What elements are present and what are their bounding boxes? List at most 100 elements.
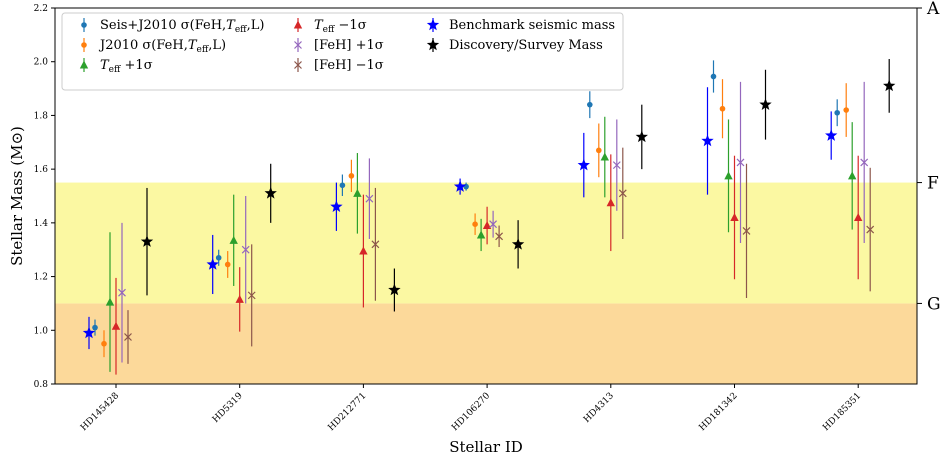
point-benchmark-seismic-mass xyxy=(577,158,590,171)
legend-label: Discovery/Survey Mass xyxy=(449,38,603,53)
point-j2010-feh-t-eff-l xyxy=(719,105,726,112)
point-t-eff-1 xyxy=(359,246,368,255)
legend: Seis+J2010 σ(FeH,Teff,L) J2010 σ(FeH,Teff… xyxy=(61,12,624,91)
plot-frame xyxy=(54,7,918,385)
point-benchmark-seismic-mass xyxy=(82,326,96,339)
point-j2010-feh-t-eff-l xyxy=(224,261,231,268)
legend-label: Teff −1σ xyxy=(314,18,367,35)
point-discovery-survey-mass xyxy=(759,98,772,110)
point-discovery-survey-mass xyxy=(388,283,401,296)
point-feh-1 xyxy=(612,161,621,170)
band-f xyxy=(55,182,917,304)
legend-box xyxy=(61,12,624,91)
y-tick-label: 1.8 xyxy=(34,111,49,121)
point-benchmark-seismic-mass xyxy=(330,200,343,212)
point-benchmark-seismic-mass xyxy=(825,129,838,141)
point-j2010-feh-t-eff-l xyxy=(348,173,355,179)
y-tick-label: 1.0 xyxy=(34,326,49,336)
legend-marker xyxy=(294,41,302,49)
point-t-eff-1 xyxy=(730,212,739,221)
legend-marker xyxy=(426,18,440,31)
point-benchmark-seismic-mass xyxy=(206,257,219,270)
point-t-eff-1 xyxy=(482,221,492,230)
legend-marker xyxy=(294,61,302,69)
secondary-tick-label: F xyxy=(927,174,939,194)
point-seis-j2010-feh-t-eff-l xyxy=(92,324,98,331)
point-seis-j2010-feh-t-eff-l xyxy=(587,101,593,108)
legend-label: Teff +1σ xyxy=(100,58,153,75)
point-benchmark-seismic-mass xyxy=(453,180,467,192)
point-feh-1 xyxy=(371,240,380,249)
point-feh-1 xyxy=(618,189,627,198)
point-t-eff-1 xyxy=(105,297,115,306)
point-t-eff-1 xyxy=(235,294,244,303)
band-g xyxy=(55,303,917,384)
legend-label: Seis+J2010 σ(FeH,Teff,L) xyxy=(100,18,264,35)
point-feh-1 xyxy=(247,291,256,300)
x-tick-label: HD145428 xyxy=(79,391,121,433)
y-tick-label: 2.2 xyxy=(34,4,48,14)
point-feh-1 xyxy=(489,220,498,229)
legend-label: J2010 σ(FeH,Teff,L) xyxy=(98,38,226,55)
y-axis: 0.8 1.0 1.2 1.4 1.6 1.8 2.0 2.2 xyxy=(34,4,55,390)
x-tick-label: HD185351 xyxy=(821,391,863,433)
point-discovery-survey-mass xyxy=(635,130,648,143)
point-t-eff-1 xyxy=(854,212,863,221)
point-seis-j2010-feh-t-eff-l xyxy=(339,182,346,189)
y-tick-label: 1.4 xyxy=(34,219,49,229)
spectral-bands xyxy=(55,182,917,384)
legend-label: [FeH] −1σ xyxy=(314,58,384,73)
point-feh-1 xyxy=(118,288,126,297)
point-feh-1 xyxy=(365,194,374,203)
point-feh-1 xyxy=(124,333,132,341)
secondary-tick-label: A xyxy=(926,0,940,19)
legend-label: Benchmark seismic mass xyxy=(449,18,615,33)
legend-marker xyxy=(79,60,89,69)
point-feh-1 xyxy=(866,225,875,234)
x-axis-label: Stellar ID xyxy=(449,438,523,456)
x-tick-label: HD212771 xyxy=(327,391,369,433)
data-marks xyxy=(82,59,896,375)
y-tick-label: 2.0 xyxy=(34,58,49,68)
point-seis-j2010-feh-t-eff-l xyxy=(710,73,717,80)
x-axis: HD145428 HD5319 HD212771 HD106270 HD4313 HD18… xyxy=(79,384,863,433)
point-t-eff-1 xyxy=(353,188,362,197)
y-axis-label: Stellar Mass (M⊙) xyxy=(8,126,26,266)
point-j2010-feh-t-eff-l xyxy=(101,340,107,347)
point-feh-1 xyxy=(495,232,504,241)
point-discovery-survey-mass xyxy=(883,79,896,92)
legend-marker xyxy=(426,38,440,51)
point-t-eff-1 xyxy=(476,230,486,239)
point-feh-1 xyxy=(860,158,869,167)
secondary-axis: A F G xyxy=(917,0,941,314)
point-t-eff-1 xyxy=(229,235,238,244)
point-discovery-survey-mass xyxy=(264,186,277,199)
x-tick-label: HD5319 xyxy=(211,391,245,425)
point-t-eff-1 xyxy=(606,198,615,207)
point-feh-1 xyxy=(736,158,745,167)
point-feh-1 xyxy=(742,226,751,235)
point-j2010-feh-t-eff-l xyxy=(843,107,849,113)
y-tick-label: 1.2 xyxy=(34,273,48,283)
point-benchmark-seismic-mass xyxy=(701,134,714,147)
point-t-eff-1 xyxy=(600,152,609,161)
point-seis-j2010-feh-t-eff-l xyxy=(215,254,222,261)
point-j2010-feh-t-eff-l xyxy=(596,147,602,154)
y-tick-label: 1.6 xyxy=(34,165,49,175)
point-t-eff-1 xyxy=(848,171,857,180)
legend-label: [FeH] +1σ xyxy=(314,38,384,53)
x-tick-label: HD4313 xyxy=(582,391,616,425)
point-t-eff-1 xyxy=(111,321,121,330)
legend-marker xyxy=(293,20,303,29)
y-tick-label: 0.8 xyxy=(34,380,49,390)
point-feh-1 xyxy=(241,245,250,254)
point-j2010-feh-t-eff-l xyxy=(472,221,478,227)
legend-marker xyxy=(81,42,87,48)
point-t-eff-1 xyxy=(724,171,733,180)
secondary-tick-label: G xyxy=(927,294,941,314)
point-discovery-survey-mass xyxy=(140,235,154,247)
point-discovery-survey-mass xyxy=(511,237,525,250)
legend-marker xyxy=(81,22,87,28)
x-tick-label: HD181342 xyxy=(698,391,740,433)
